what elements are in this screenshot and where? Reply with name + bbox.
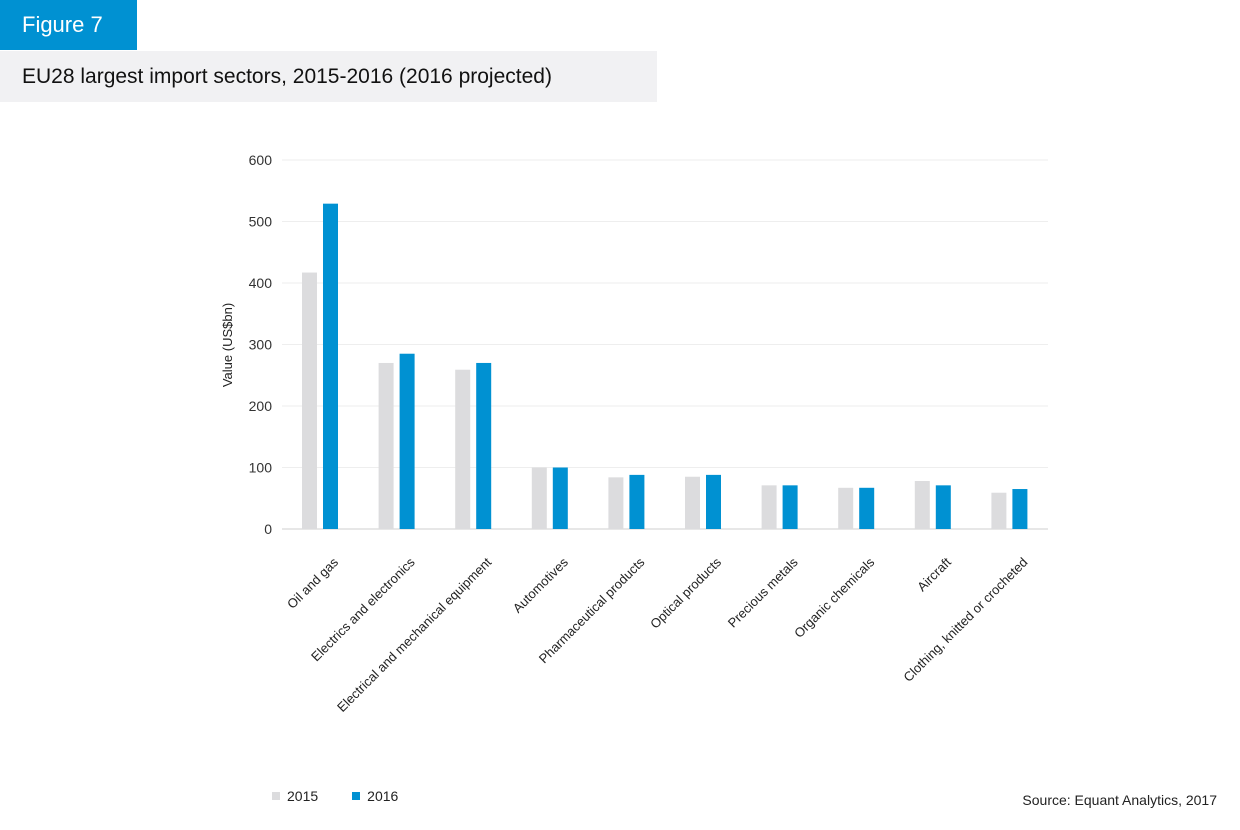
bar-2016 xyxy=(706,474,721,529)
x-tick-label: Automotives xyxy=(510,554,572,616)
bar-2015 xyxy=(685,476,700,529)
x-tick-label: Precious metals xyxy=(725,554,801,630)
bar-2015 xyxy=(378,362,394,529)
bar-chart: 0 100 200 300 400 500 600 Value (US$bn) Oil and … xyxy=(220,152,1048,715)
legend-label-2015: 2015 xyxy=(287,788,319,804)
bar-2016 xyxy=(323,203,338,530)
bar-2015 xyxy=(838,487,854,529)
x-tick-label: Organic chemicals xyxy=(791,554,878,641)
x-tick-label: Electrical and mechanical equipment xyxy=(334,554,495,715)
y-tick-label: 0 xyxy=(264,521,272,537)
bar-2016 xyxy=(859,487,875,529)
bar-2016 xyxy=(399,353,415,529)
bar-2015 xyxy=(455,369,471,529)
source-note: Source: Equant Analytics, 2017 xyxy=(1022,792,1217,808)
bar-2016 xyxy=(629,474,645,529)
x-tick-label: Clothing, knitted or crocheted xyxy=(900,555,1030,685)
y-tick-label: 500 xyxy=(249,214,273,230)
bar-2016 xyxy=(1012,489,1028,529)
bar-2015 xyxy=(608,477,624,529)
legend-label-2016: 2016 xyxy=(367,788,399,804)
y-tick-label: 300 xyxy=(249,337,273,353)
bar-2015 xyxy=(302,272,317,529)
legend-swatch-2015 xyxy=(272,792,280,800)
legend-item-2015: 2015 xyxy=(272,788,318,804)
bar-2016 xyxy=(552,467,568,529)
bar-2015 xyxy=(531,467,547,529)
y-axis-label: Value (US$bn) xyxy=(220,303,235,387)
legend-item-2016: 2016 xyxy=(352,788,398,804)
bar-2016 xyxy=(782,485,798,529)
chart-title: EU28 largest import sectors, 2015-2016 (… xyxy=(0,51,657,102)
bar-2015 xyxy=(914,481,930,529)
bar-2015 xyxy=(761,485,777,529)
legend-swatch-2016 xyxy=(352,792,361,800)
figure-label: Figure 7 xyxy=(0,0,137,50)
y-tick-label: 100 xyxy=(249,460,273,476)
y-tick-label: 600 xyxy=(249,152,273,168)
legend: 2015 2016 xyxy=(272,788,432,804)
y-tick-label: 200 xyxy=(249,398,273,414)
bar-2016 xyxy=(476,362,492,529)
y-tick-label: 400 xyxy=(249,275,273,291)
bar-2015 xyxy=(991,492,1007,529)
bar-2016 xyxy=(935,485,951,529)
x-tick-label: Aircraft xyxy=(914,554,954,594)
x-tick-label: Oil and gas xyxy=(284,554,341,611)
x-tick-label: Optical products xyxy=(647,554,724,631)
